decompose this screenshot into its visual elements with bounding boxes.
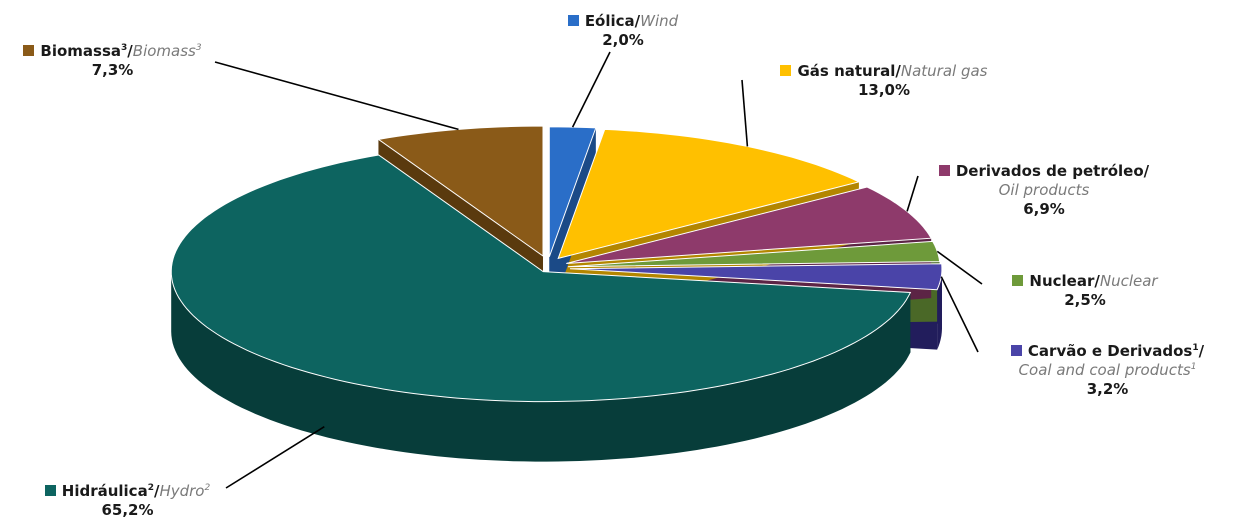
pie-side-coal [937,268,942,350]
label-pt-biomass: Biomassa [40,42,122,60]
leader-line-wind [571,51,611,128]
label-en-coal: Coal and coal products [1018,361,1191,379]
legend-swatch-coal [1010,345,1022,356]
label-en-oil-products: Oil products [998,181,1090,199]
label-en-natural-gas: Natural gas [900,62,988,80]
label-value-wind: 2,0% [602,31,644,49]
leader-line-coal [940,276,979,353]
label-pt-wind: Eólica [584,12,635,30]
label-en-nuclear: Nuclear [1099,272,1158,290]
leader-line-biomass [214,61,459,131]
pie-slice-hydro [170,154,912,403]
leader-line-hydro [225,426,325,489]
legend-swatch-nuclear [1012,275,1024,286]
label-en-biomass: Biomass [132,42,196,60]
label-pt-oil-products: Derivados de petróleo [955,162,1144,180]
label-sup-biomass: 3 [121,43,128,53]
leader-line-nuclear [936,250,983,285]
label-sup-hydro: 2 [147,483,154,493]
legend-label-oil-products: Derivados de petróleo/ Oil products 6,9% [924,162,1164,219]
legend-label-hydro: Hidráulica2/Hydro2 65,2% [20,482,235,520]
label-en-wind: Wind [640,12,679,30]
label-pt-nuclear: Nuclear [1029,272,1095,290]
label-value-nuclear: 2,5% [1064,291,1106,309]
label-en-hydro: Hydro [159,482,205,500]
legend-swatch-biomass [23,45,35,56]
leader-line-oil-products [906,175,919,212]
label-value-biomass: 7,3% [91,61,134,79]
legend-label-natural-gas: Gás natural/Natural gas 13,0% [760,62,1008,100]
label-pt-coal: Carvão e Derivados [1027,342,1193,360]
label-pt-natural-gas: Gás natural [797,62,896,80]
label-en-sup-hydro: 2 [204,483,211,493]
legend-label-coal: Carvão e Derivados1/ Coal and coal produ… [985,342,1230,399]
pie-side-hydro [171,271,911,462]
legend-swatch-wind [567,15,579,26]
legend-swatch-oil-products [938,165,950,176]
label-pt-hydro: Hidráulica [61,482,148,500]
label-sup-coal: 1 [1192,343,1199,353]
legend-swatch-hydro [44,485,56,496]
pie-slice-wind [548,126,597,257]
legend-label-nuclear: Nuclear/Nuclear 2,5% [990,272,1180,310]
label-en-sup-biomass: 3 [195,43,202,53]
label-value-oil-products: 6,9% [1023,200,1065,218]
label-en-sup-coal: 1 [1190,362,1197,372]
legend-label-wind: Eólica/Wind 2,0% [548,12,698,50]
label-value-coal: 3,2% [1086,380,1129,398]
legend-label-biomass: Biomassa3/Biomass3 7,3% [0,42,225,80]
leader-line-natural-gas [741,79,749,147]
pie-slice-coal [569,263,943,291]
label-value-natural-gas: 13,0% [857,81,911,99]
legend-swatch-natural-gas [780,65,792,76]
pie-slice-oil-products [566,186,933,264]
label-value-hydro: 65,2% [101,501,154,519]
